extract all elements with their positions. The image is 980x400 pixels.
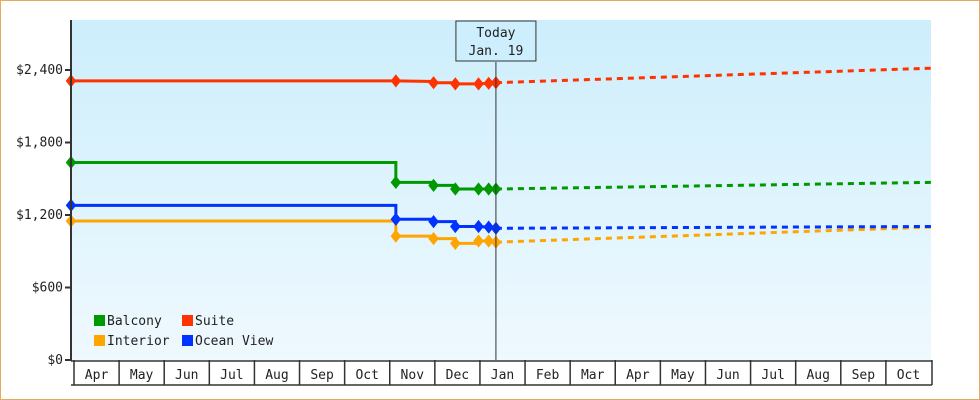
legend-swatch: [94, 335, 105, 346]
legend-swatch: [94, 315, 105, 326]
month-label: Feb: [536, 368, 560, 383]
y-tick-label: $1,800: [16, 136, 63, 151]
data-point: [473, 219, 484, 234]
legend-label: Interior: [107, 334, 170, 349]
month-label: Apr: [85, 368, 109, 383]
month-label: Dec: [446, 368, 469, 383]
month-label: Apr: [626, 368, 650, 383]
legend-label: Balcony: [107, 314, 162, 329]
series-line-ocean-view: [71, 203, 497, 230]
legend-swatch: [182, 335, 193, 346]
data-point: [428, 76, 439, 90]
month-label: Aug: [806, 368, 829, 383]
today-date: Jan. 19: [469, 44, 524, 59]
month-label: Mar: [581, 368, 605, 383]
month-label: Jan: [491, 368, 514, 383]
data-point: [390, 175, 402, 189]
y-tick-label: $600: [32, 281, 63, 296]
month-label: Jul: [220, 368, 243, 383]
data-point: [450, 182, 461, 196]
data-point: [428, 215, 439, 229]
month-label: May: [671, 368, 695, 383]
data-point: [390, 229, 402, 243]
month-label: Jul: [761, 368, 784, 383]
month-label: May: [130, 368, 154, 383]
data-point: [390, 74, 402, 88]
month-label: Jun: [716, 368, 739, 383]
month-label: Oct: [355, 368, 378, 383]
y-tick-label: $1,200: [16, 208, 63, 223]
data-point: [450, 219, 461, 234]
today-label: Today: [476, 26, 515, 41]
legend-swatch: [182, 315, 193, 326]
month-label: Nov: [401, 368, 425, 383]
data-point: [390, 212, 402, 226]
month-label: Oct: [897, 368, 920, 383]
legend-label: Ocean View: [195, 334, 273, 349]
data-point: [428, 231, 439, 246]
y-tick-label: $0: [47, 353, 63, 368]
data-point: [473, 77, 484, 91]
month-label: Sep: [852, 368, 876, 383]
data-point: [473, 182, 484, 196]
legend-label: Suite: [195, 314, 234, 329]
month-label: Sep: [310, 368, 334, 383]
today-box: [455, 20, 537, 62]
data-point: [450, 236, 461, 250]
data-point: [450, 77, 461, 91]
data-point: [428, 178, 439, 192]
month-label: Jun: [175, 368, 198, 383]
data-point: [473, 234, 484, 248]
month-label: Aug: [265, 368, 288, 383]
y-tick-label: $2,400: [16, 63, 63, 78]
